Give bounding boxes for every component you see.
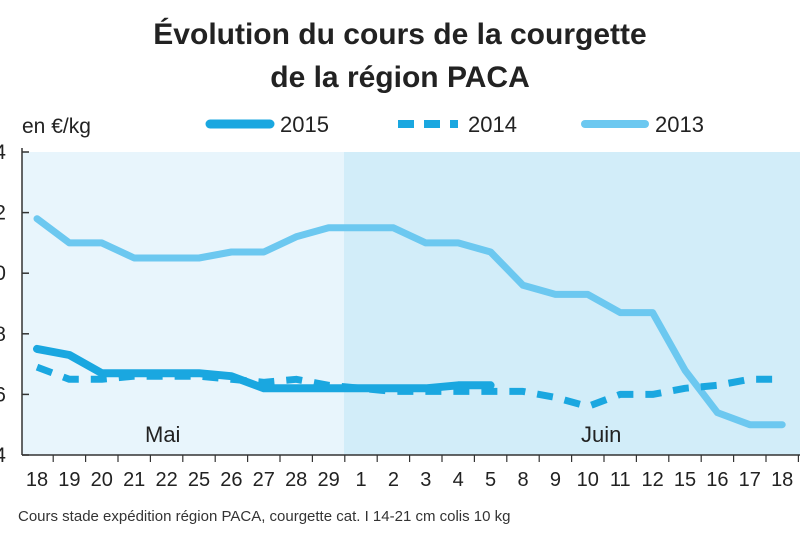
x-tick-label: 29 — [317, 469, 339, 491]
x-tick-label: 26 — [220, 469, 242, 491]
x-tick-label: 20 — [91, 469, 113, 491]
x-tick-label: 9 — [550, 469, 561, 491]
y-tick-label: 1.4 — [0, 141, 6, 164]
x-tick-label: 8 — [517, 469, 528, 491]
axes: 1.41.21.00.80.60.41819202122252627282912… — [0, 141, 800, 491]
legend-label-2013: 2013 — [655, 112, 704, 137]
x-tick-label: 21 — [123, 469, 145, 491]
x-tick-label: 28 — [285, 469, 307, 491]
x-tick-label: 18 — [771, 469, 793, 491]
x-tick-label: 22 — [155, 469, 177, 491]
x-tick-label: 2 — [388, 469, 399, 491]
legend-label-2014: 2014 — [468, 112, 517, 137]
y-tick-label: 1.2 — [0, 202, 6, 225]
month-label-may: Mai — [145, 422, 180, 447]
x-tick-label: 25 — [188, 469, 210, 491]
footnote: Cours stade expédition région PACA, cour… — [18, 508, 510, 525]
y-axis-label: en €/kg — [22, 115, 91, 138]
x-tick-label: 11 — [610, 469, 631, 491]
x-tick-label: 17 — [739, 469, 761, 491]
x-tick-label: 16 — [706, 469, 728, 491]
chart-title-line-2: de la région PACA — [270, 61, 529, 94]
x-tick-label: 4 — [453, 469, 464, 491]
x-tick-label: 12 — [641, 469, 663, 491]
plot-background-june — [344, 152, 800, 455]
x-tick-label: 1 — [355, 469, 366, 491]
x-tick-label: 27 — [253, 469, 275, 491]
legend: 2015 2014 2013 — [205, 112, 704, 137]
series-lines — [33, 215, 786, 429]
series-line-2015 — [33, 344, 495, 393]
month-label-june: Juin — [581, 422, 621, 447]
x-tick-label: 19 — [58, 469, 80, 491]
x-tick-label: 5 — [485, 469, 496, 491]
x-tick-label: 15 — [674, 469, 696, 491]
y-tick-label: 0.8 — [0, 323, 6, 346]
y-tick-label: 0.6 — [0, 383, 6, 406]
legend-label-2015: 2015 — [280, 112, 329, 137]
x-tick-label: 10 — [577, 469, 599, 491]
x-tick-label: 18 — [26, 469, 48, 491]
y-tick-label: 1.0 — [0, 262, 6, 285]
chart-title-line-1: Évolution du cours de la courgette — [153, 17, 646, 51]
plot-background-may — [22, 152, 344, 455]
x-tick-label: 3 — [420, 469, 431, 491]
y-tick-label: 0.4 — [0, 444, 6, 467]
series-line-2013 — [33, 215, 786, 429]
